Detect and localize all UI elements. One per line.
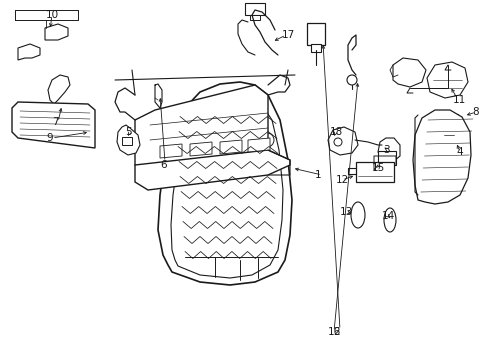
Polygon shape [117, 125, 140, 155]
Text: 1: 1 [314, 170, 321, 180]
Text: 17: 17 [282, 30, 295, 40]
Text: 12: 12 [335, 175, 348, 185]
Polygon shape [158, 82, 291, 285]
Text: 8: 8 [471, 107, 478, 117]
Text: 14: 14 [381, 211, 394, 221]
Bar [443, 120, 453, 155]
Polygon shape [247, 138, 269, 152]
Polygon shape [160, 144, 182, 158]
Text: 3: 3 [382, 145, 389, 155]
Polygon shape [220, 140, 242, 154]
Polygon shape [18, 44, 40, 60]
Text: 13: 13 [339, 207, 352, 217]
Bar [377, 151, 395, 165]
Bar [244, 3, 264, 15]
Text: 18: 18 [329, 127, 343, 137]
Text: 15: 15 [371, 163, 385, 173]
Polygon shape [45, 24, 68, 40]
Text: 6: 6 [160, 160, 166, 170]
Polygon shape [135, 85, 267, 175]
Polygon shape [190, 142, 212, 156]
Bar [306, 23, 325, 45]
Circle shape [346, 75, 356, 85]
Text: 4: 4 [455, 147, 462, 157]
Text: 2: 2 [332, 327, 339, 337]
Bar [355, 162, 393, 182]
Bar [249, 15, 260, 20]
Polygon shape [392, 58, 425, 87]
Polygon shape [48, 75, 70, 122]
Circle shape [260, 133, 273, 147]
Polygon shape [135, 150, 289, 190]
Bar [439, 114, 457, 122]
Ellipse shape [350, 202, 364, 228]
Text: 9: 9 [46, 133, 53, 143]
Circle shape [333, 138, 341, 146]
Text: 16: 16 [327, 327, 341, 337]
Polygon shape [171, 96, 283, 278]
Text: 10: 10 [46, 10, 59, 20]
Text: 7: 7 [52, 117, 59, 127]
Polygon shape [377, 138, 399, 162]
Bar [310, 44, 320, 52]
Polygon shape [412, 110, 470, 204]
Ellipse shape [383, 208, 395, 232]
Text: 11: 11 [452, 95, 465, 105]
Circle shape [176, 128, 190, 142]
Polygon shape [327, 127, 357, 155]
Polygon shape [12, 102, 95, 148]
Polygon shape [426, 62, 467, 98]
Bar [122, 137, 132, 145]
Text: 5: 5 [125, 127, 131, 137]
